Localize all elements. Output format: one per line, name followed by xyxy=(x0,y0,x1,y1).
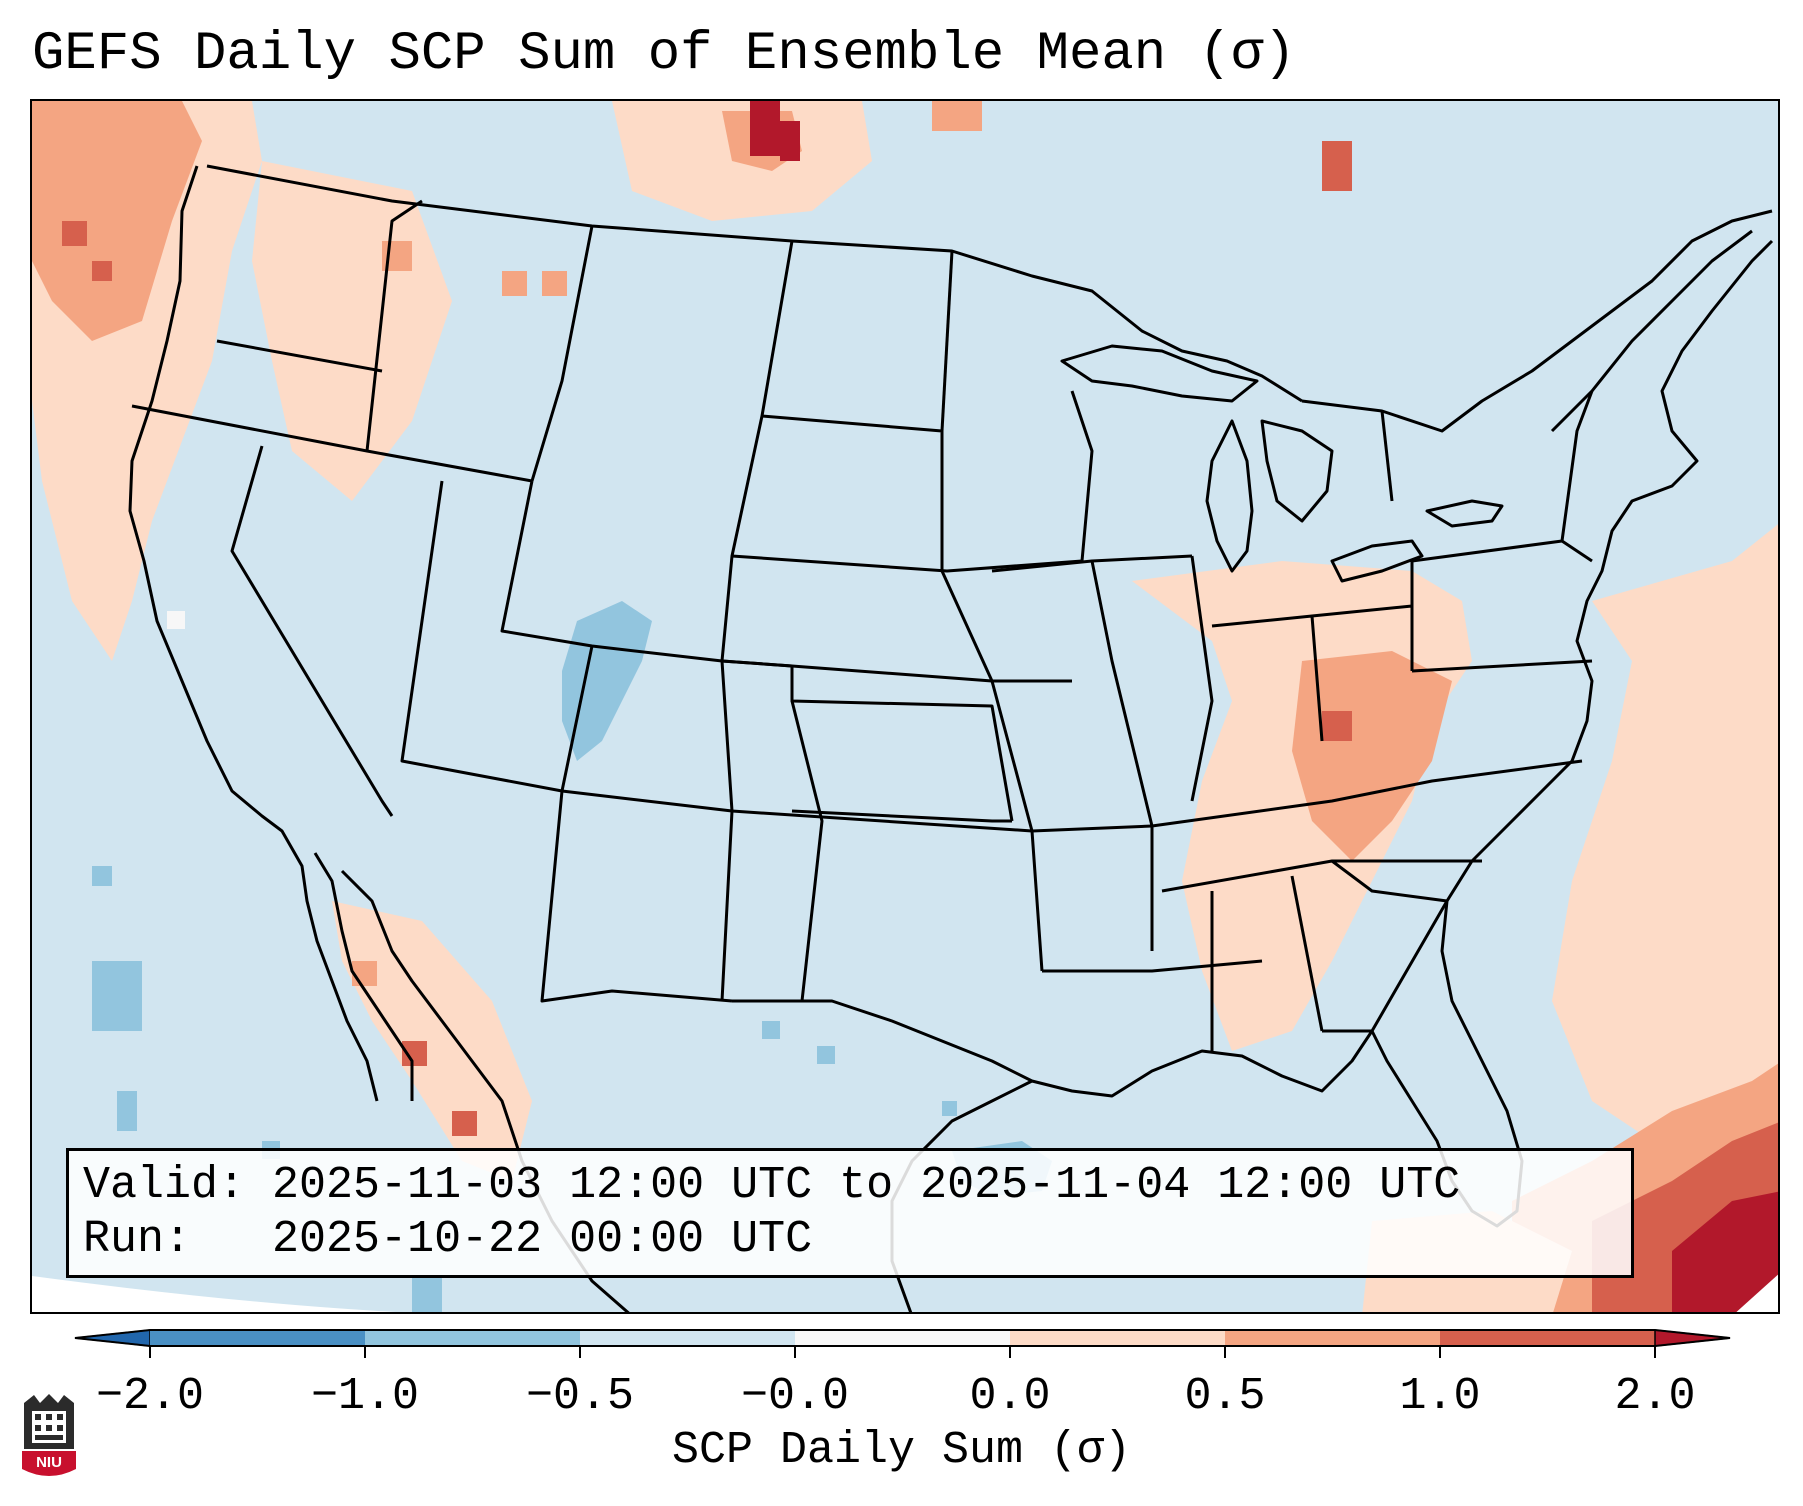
state-line xyxy=(731,554,1083,573)
valid-label: Valid: xyxy=(83,1160,246,1211)
field-cell xyxy=(942,1101,957,1116)
field-cell xyxy=(352,961,377,986)
colorbar-tick-label: −0.5 xyxy=(526,1371,634,1422)
coast-canada-river xyxy=(1550,229,1753,433)
colorbar-tick-label: 1.0 xyxy=(1399,1371,1480,1422)
logo-text: NIU xyxy=(36,1454,62,1471)
field-cell xyxy=(412,1276,442,1312)
state-line xyxy=(1411,659,1593,673)
state-line xyxy=(1560,390,1594,542)
coast-canada-east xyxy=(1301,209,1773,433)
border-canada-us xyxy=(206,164,1303,403)
field-cell xyxy=(542,271,567,296)
field-region xyxy=(1652,782,1778,981)
colorbar: −2.0 −1.0 −0.5 −0.0 0.0 0.5 1.0 2.0 xyxy=(74,1329,1731,1422)
colorbar-tick-label: 0.5 xyxy=(1184,1371,1265,1422)
state-line xyxy=(1090,560,1154,951)
colorbar-bin xyxy=(365,1330,580,1346)
colorbar-bin xyxy=(1440,1330,1655,1346)
field-cell xyxy=(502,271,527,296)
colorbar-bin xyxy=(1225,1330,1440,1346)
valid-value: 2025-11-03 12:00 UTC to 2025-11-04 12:00… xyxy=(272,1160,1461,1211)
projection-edge xyxy=(1683,1272,1778,1312)
niu-logo: NIU xyxy=(22,1394,76,1476)
colorbar-tick-label: 2.0 xyxy=(1614,1371,1695,1422)
field-cell xyxy=(62,221,87,246)
field-cell xyxy=(932,101,982,131)
lake-erie xyxy=(1330,539,1424,583)
field-cell xyxy=(1352,741,1382,771)
field-cell xyxy=(117,1091,137,1131)
lake-superior xyxy=(1060,344,1259,403)
map-panel xyxy=(30,99,1780,1314)
state-line xyxy=(530,225,594,482)
colorbar-under-extend xyxy=(74,1329,151,1347)
field-region xyxy=(1672,1191,1778,1312)
run-label: Run: xyxy=(83,1214,192,1265)
state-line xyxy=(1151,759,1583,828)
state-line xyxy=(400,480,733,813)
state-line xyxy=(1042,959,1263,973)
lake-huron xyxy=(1260,419,1334,523)
state-line xyxy=(940,570,994,682)
run-value: 2025-10-22 00:00 UTC xyxy=(272,1214,813,1265)
state-line xyxy=(1190,555,1214,802)
field-cell xyxy=(762,1021,780,1039)
field-cell xyxy=(92,866,112,886)
colorbar-tick-label: −2.0 xyxy=(96,1371,204,1422)
state-line xyxy=(1290,875,1324,1032)
state-line xyxy=(1070,390,1094,562)
colorbar-tick-label: −1.0 xyxy=(311,1371,419,1422)
state-line xyxy=(1322,900,1449,1033)
colorbar-label: SCP Daily Sum (σ) xyxy=(671,1425,1132,1476)
field-cell xyxy=(452,1111,477,1136)
map-canvas xyxy=(32,101,1778,1312)
field-cell xyxy=(750,101,780,156)
boundary-lines xyxy=(128,164,1774,1312)
colorbar-over-extend xyxy=(1654,1329,1731,1347)
lake-ontario xyxy=(1425,499,1504,528)
colorbar-ticks: −2.0 −1.0 −0.5 −0.0 0.0 0.5 1.0 2.0 xyxy=(96,1346,1696,1422)
valid-run-box: Valid: 2025-11-03 12:00 UTC to 2025-11-0… xyxy=(66,1148,1634,1278)
state-line xyxy=(540,645,733,1003)
colorbar-bins xyxy=(74,1329,1731,1347)
map-title: GEFS Daily SCP Sum of Ensemble Mean (σ) xyxy=(32,24,1296,85)
state-line xyxy=(721,659,1072,683)
field-cell xyxy=(167,611,185,629)
field-cell xyxy=(92,961,142,1031)
projection-edge xyxy=(32,1276,396,1312)
field-region xyxy=(332,901,532,1181)
state-line xyxy=(1380,410,1394,502)
field-cell xyxy=(92,261,112,281)
colorbar-bin xyxy=(580,1330,795,1346)
field-cell xyxy=(1322,141,1352,191)
field-region xyxy=(1552,524,1778,1141)
state-line xyxy=(1331,859,1448,903)
coast-atlantic xyxy=(1445,239,1774,902)
colorbar-bin xyxy=(150,1330,365,1346)
field-cell xyxy=(1322,711,1352,741)
coast-baja xyxy=(313,852,414,1101)
field-cell xyxy=(780,121,800,161)
state-line xyxy=(732,999,1033,1083)
field-cell xyxy=(817,1046,835,1064)
coast-pacific xyxy=(128,165,379,1102)
colorbar-bin xyxy=(795,1330,1010,1346)
colorbar-tick-label: −0.0 xyxy=(741,1371,849,1422)
state-line xyxy=(791,809,1012,823)
lake-michigan xyxy=(1205,419,1254,573)
colorbar-bin xyxy=(1010,1330,1225,1346)
state-line xyxy=(790,666,1014,822)
field-region xyxy=(32,101,202,341)
state-line xyxy=(230,445,394,817)
state-line xyxy=(720,240,794,662)
state-line xyxy=(940,250,954,432)
state-line xyxy=(365,199,423,452)
colorbar-tick-label: 0.0 xyxy=(969,1371,1050,1422)
scp-field-layer xyxy=(32,101,1778,1312)
state-line xyxy=(216,339,383,373)
field-region xyxy=(562,601,652,761)
state-line xyxy=(990,680,1044,972)
